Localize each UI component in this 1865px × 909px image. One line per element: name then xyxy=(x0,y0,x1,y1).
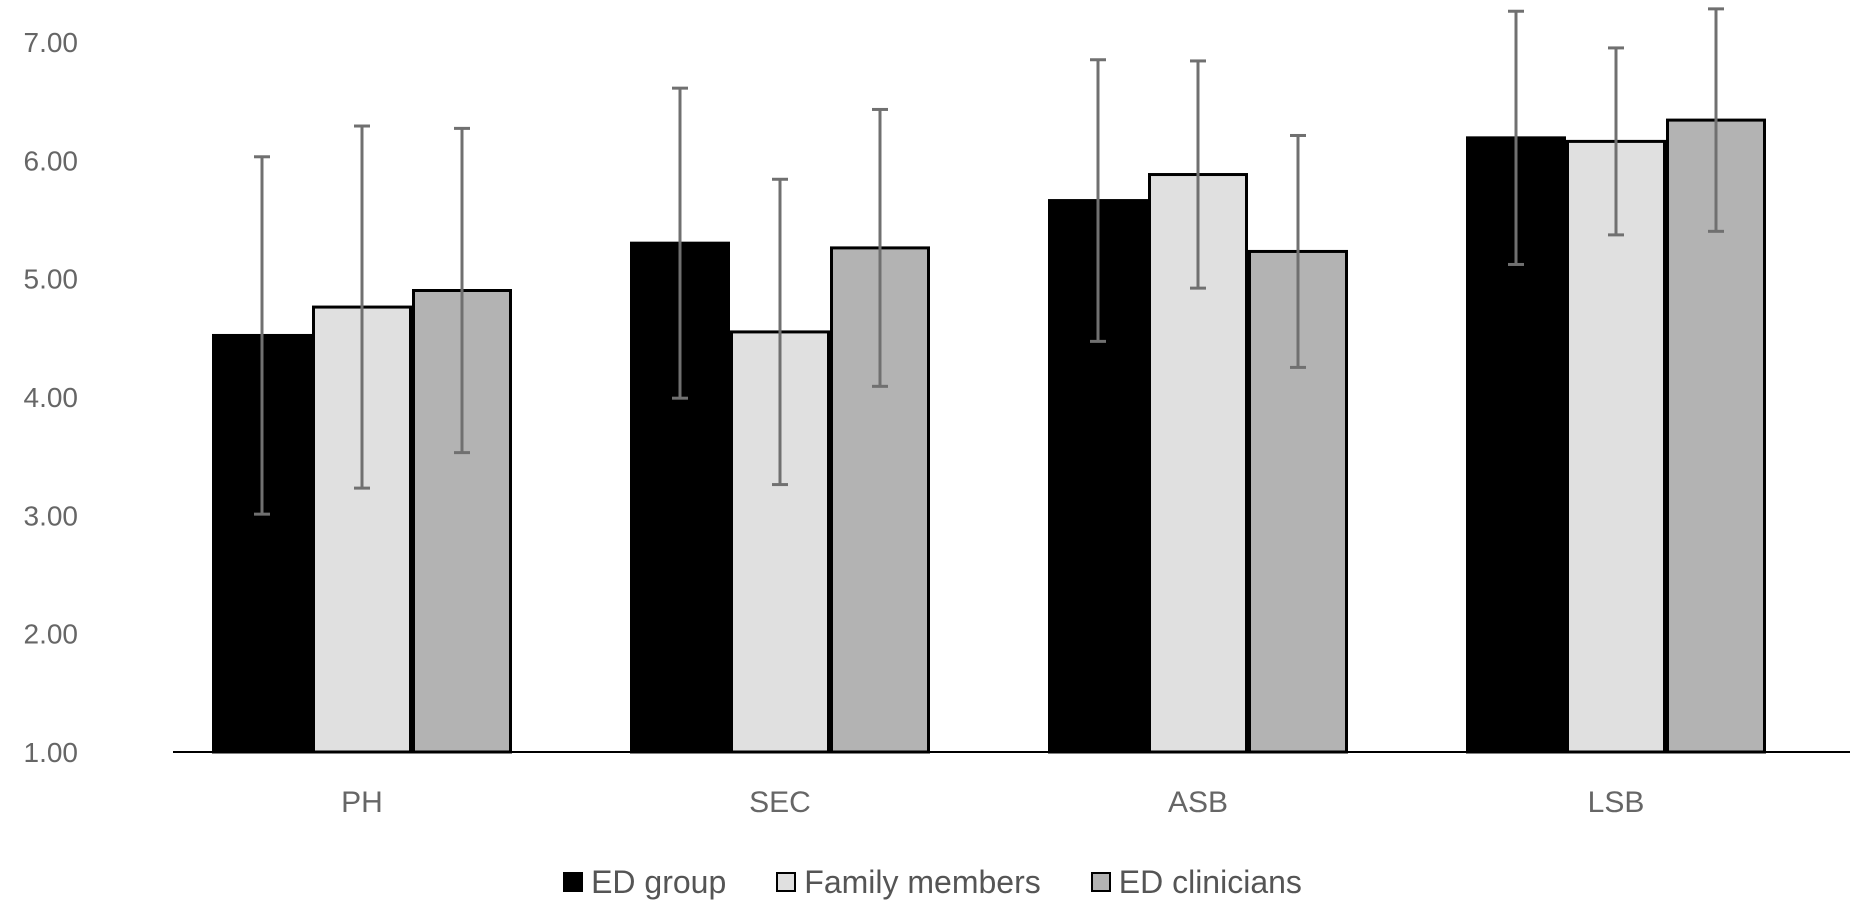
legend-label-family-members: Family members xyxy=(804,863,1041,900)
legend-label-ed-clinicians: ED clinicians xyxy=(1118,863,1302,900)
legend-item-ed-group: ED group xyxy=(563,864,726,901)
legend-swatch-family-members xyxy=(776,872,797,892)
y-tick-label: 3.00 xyxy=(24,500,79,531)
legend: ED group Family members ED clinicians xyxy=(0,860,1865,904)
legend-swatch-ed-group xyxy=(563,872,584,892)
error-bar-ed-clinicians-ph xyxy=(454,126,470,455)
x-tick-label-lsb: LSB xyxy=(1588,786,1645,819)
y-tick-label: 6.00 xyxy=(24,145,79,176)
legend-label-ed-group: ED group xyxy=(591,863,727,900)
error-bar-ed-group-asb xyxy=(1090,58,1106,343)
legend-item-ed-clinicians: ED clinicians xyxy=(1090,863,1302,901)
error-bar-ed-group-sec xyxy=(672,86,688,400)
error-bar-ed-group-ph xyxy=(254,155,270,516)
error-bar-family-members-lsb xyxy=(1608,46,1624,237)
x-tick-label-asb: ASB xyxy=(1168,786,1228,819)
bar-family-members-lsb xyxy=(1566,139,1666,754)
y-tick-label: 7.00 xyxy=(24,27,79,58)
error-bar-family-members-sec xyxy=(772,177,788,487)
error-bar-ed-clinicians-asb xyxy=(1290,133,1306,369)
bar-ed-group-sec xyxy=(630,241,730,754)
x-tick-label-sec: SEC xyxy=(749,786,811,819)
y-axis: 1.00 2.00 3.00 4.00 5.00 6.00 7.00 xyxy=(24,27,79,768)
x-axis-labels: PH SEC ASB LSB xyxy=(341,786,1644,819)
error-bar-family-members-asb xyxy=(1190,59,1206,290)
y-tick-label: 1.00 xyxy=(24,737,79,768)
error-bar-ed-clinicians-lsb xyxy=(1708,7,1724,233)
legend-item-family-members: Family members xyxy=(776,863,1041,901)
error-bar-ed-group-lsb xyxy=(1508,9,1524,266)
error-bar-family-members-ph xyxy=(354,124,370,490)
error-bars xyxy=(254,7,1724,516)
y-tick-label: 5.00 xyxy=(24,264,79,295)
legend-swatch-ed-clinicians xyxy=(1090,872,1111,892)
y-tick-label: 2.00 xyxy=(24,619,79,650)
x-tick-label-ph: PH xyxy=(341,786,383,819)
y-tick-label: 4.00 xyxy=(24,382,79,413)
error-bar-ed-clinicians-sec xyxy=(872,107,888,388)
bars xyxy=(212,118,1766,754)
